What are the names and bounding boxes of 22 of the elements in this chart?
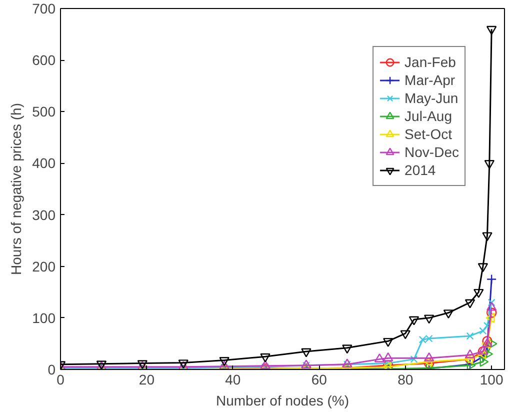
y-axis-title: Hours of negative prices (h) [8, 103, 24, 275]
x-tick-label: 80 [398, 372, 414, 388]
x-tick-label: 100 [480, 372, 504, 388]
y-tick-label: 100 [32, 310, 56, 326]
legend-label: 2014 [404, 161, 436, 179]
y-tick-label: 700 [32, 0, 56, 16]
y-tick-label: 0 [48, 362, 56, 378]
legend-label: Nov-Dec [404, 143, 459, 161]
y-tick-label: 400 [32, 155, 56, 172]
legend-label: Set-Oct [404, 125, 452, 143]
y-tick-label: 500 [32, 104, 56, 120]
y-tick-label: 200 [32, 258, 56, 274]
x-tick-label: 20 [138, 372, 155, 388]
legend-label: Mar-Apr [404, 71, 456, 89]
x-tick-label: 60 [311, 372, 328, 388]
legend-label: Jul-Aug [404, 107, 452, 125]
x-axis-title: Number of nodes (%) [216, 392, 350, 408]
y-tick-label: 300 [32, 206, 56, 223]
y-tick-label: 600 [32, 52, 56, 68]
legend-label: Jan-Feb [404, 53, 456, 71]
x-tick-label: 40 [225, 372, 241, 388]
legend-label: May-Jun [404, 89, 458, 107]
